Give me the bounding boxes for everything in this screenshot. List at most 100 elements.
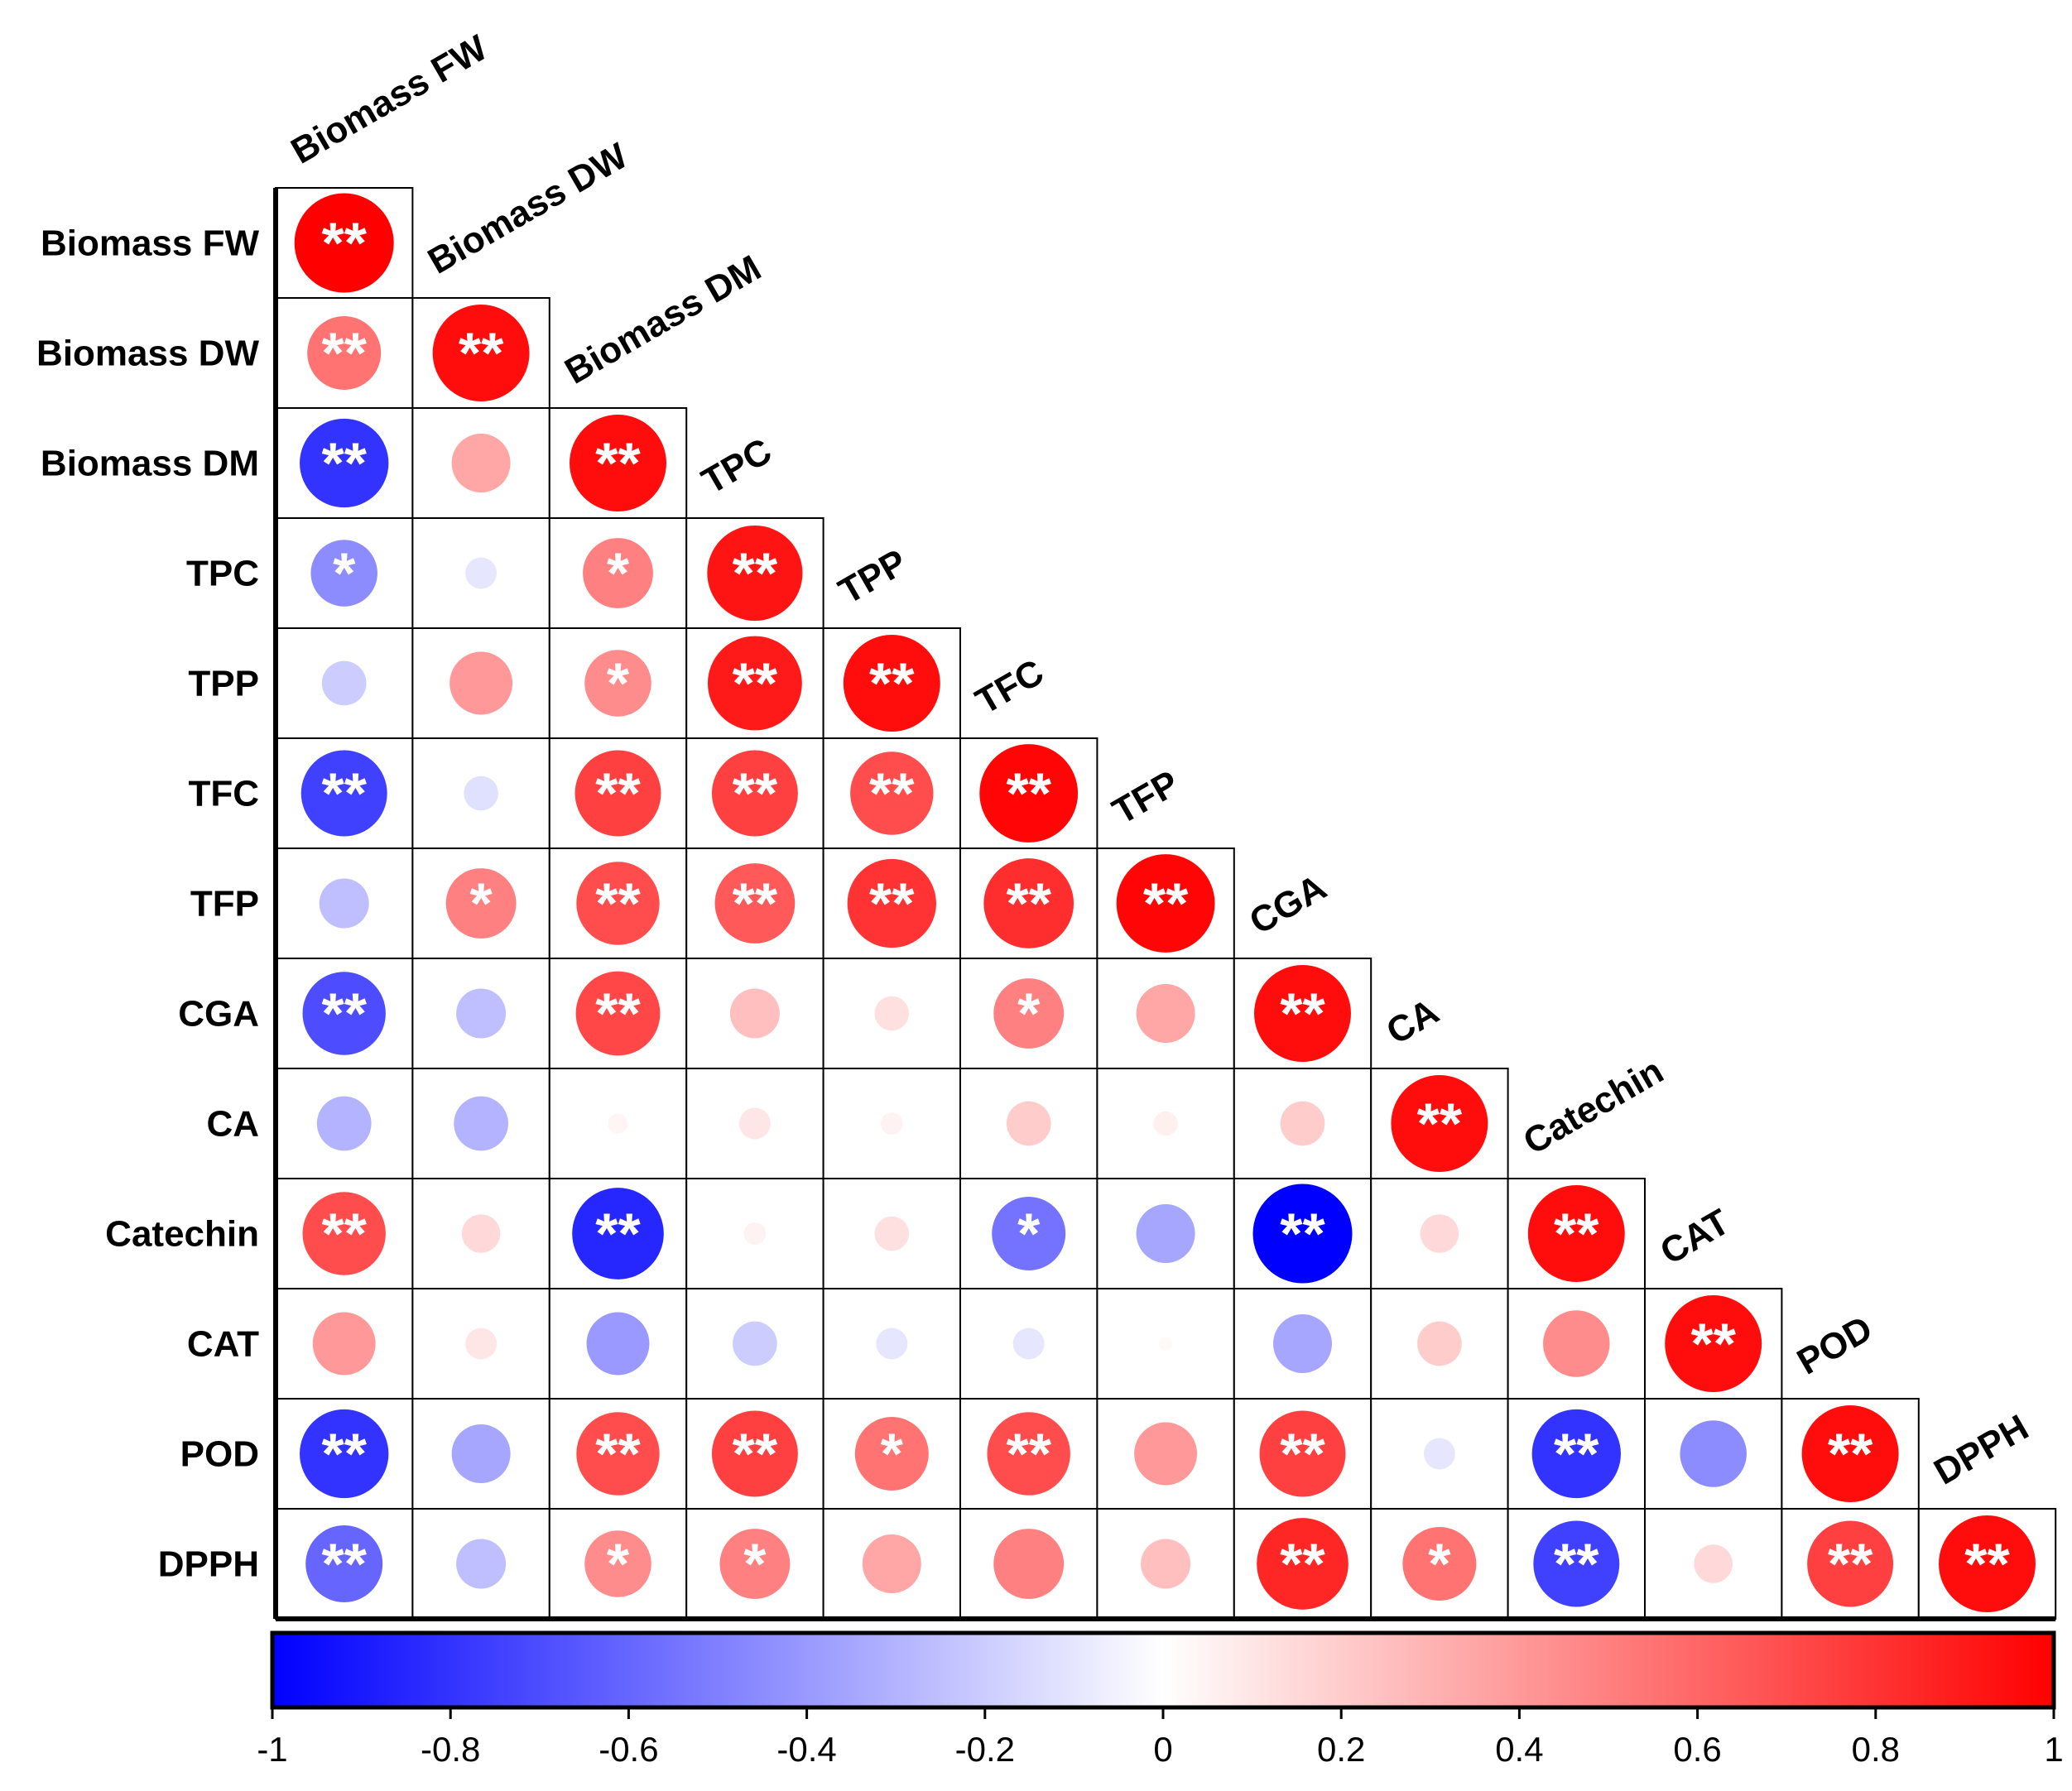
cell-tfc-biomass-dm-circle (574, 750, 661, 837)
cell-cga-biomass-dw-circle (456, 988, 507, 1039)
col-label-tfc: TFC (969, 651, 1051, 722)
cell-ca-tfc-circle (1006, 1101, 1051, 1146)
row-label-cat: CAT (187, 1324, 259, 1365)
cell-cga-tpc-circle (729, 988, 780, 1039)
cell-biomass-dm-biomass-dw-circle (451, 434, 511, 492)
colorbar-tick-label-0: -1 (257, 1730, 287, 1769)
cell-cat-cat-circle (1665, 1295, 1762, 1392)
cell-tpc-tpc-circle (707, 525, 803, 622)
col-label-cga: CGA (1243, 867, 1333, 942)
cell-catechin-cga-circle (1252, 1184, 1353, 1284)
cell-catechin-biomass-dm-circle (572, 1188, 664, 1280)
cell-pod-biomass-fw-circle (300, 1409, 389, 1499)
cell-cat-tfp-circle (1158, 1337, 1173, 1351)
cell-tpp-tpp-significance: ** (869, 651, 915, 716)
cell-ca-biomass-fw-circle (316, 1096, 372, 1151)
cell-tfc-tpc-circle (711, 750, 798, 837)
colorbar-tick-label-5: 0 (1153, 1730, 1172, 1769)
row-label-tpp: TPP (188, 664, 259, 704)
cell-dpph-cga-significance: ** (1280, 1532, 1325, 1597)
cell-pod-tpc-circle (711, 1410, 798, 1497)
cell-tfp-biomass-dm-significance: ** (595, 871, 641, 936)
cell-tpc-tpc-significance: ** (733, 541, 778, 606)
cell-catechin-cga-significance: ** (1280, 1202, 1325, 1266)
col-label-biomass-dm: Biomass DM (558, 247, 767, 391)
cell-tpp-biomass-dw-circle (449, 651, 513, 715)
cell-dpph-tfp-circle (1141, 1539, 1191, 1589)
colorbar-tick-label-4: -0.2 (955, 1730, 1015, 1769)
cell-dpph-catechin-circle (1533, 1520, 1620, 1607)
cell-catechin-ca-circle (1420, 1214, 1459, 1253)
cell-cat-biomass-dm-circle (586, 1312, 650, 1376)
cell-catechin-tfp-circle (1136, 1204, 1195, 1263)
cell-ca-tpp-circle (880, 1112, 903, 1135)
cell-dpph-tpc-significance: * (743, 1532, 767, 1597)
cell-dpph-biomass-dw-circle (456, 1539, 507, 1589)
cell-tfc-biomass-dw-circle (464, 775, 498, 811)
cell-tfc-tfc-circle (979, 744, 1079, 843)
cell-cga-tpp-circle (874, 996, 910, 1031)
colorbar-tick-label-3: -0.4 (776, 1730, 836, 1769)
cell-biomass-dm-biomass-dm-circle (570, 415, 666, 511)
cell-cat-biomass-dw-circle (465, 1328, 498, 1360)
cell-biomass-dw-biomass-dw-significance: ** (459, 321, 504, 386)
colorbar-tick-label-1: -0.8 (421, 1730, 480, 1769)
cell-dpph-biomass-dm-significance: * (607, 1532, 630, 1597)
cell-pod-tpp-circle (854, 1417, 929, 1491)
cell-tfc-biomass-fw-significance: ** (321, 761, 367, 826)
cell-tfp-tfp-significance: ** (1143, 871, 1189, 936)
cell-pod-tfc-circle (987, 1412, 1070, 1496)
cell-ca-tpc-circle (738, 1107, 771, 1140)
cell-ca-cga-circle (1280, 1101, 1325, 1146)
cell-ca-ca-significance: ** (1417, 1092, 1463, 1156)
cell-tfp-tpp-significance: ** (869, 871, 915, 936)
cell-cga-biomass-dm-circle (575, 971, 661, 1056)
cell-biomass-dw-biomass-fw-significance: ** (321, 321, 367, 386)
cell-catechin-biomass-fw-circle (302, 1192, 386, 1275)
cell-tfp-tpc-significance: ** (733, 871, 778, 936)
cell-tpc-biomass-fw-significance: * (333, 541, 356, 606)
cell-pod-biomass-fw-significance: ** (321, 1422, 367, 1486)
row-label-cga: CGA (178, 994, 259, 1035)
cell-pod-pod-significance: ** (1828, 1422, 1873, 1486)
cell-tpp-biomass-fw-circle (321, 660, 367, 706)
cell-tfp-biomass-dw-significance: * (469, 871, 493, 936)
col-label-tpc: TPC (695, 430, 779, 502)
cell-tfp-tpp-circle (847, 858, 936, 948)
cell-catechin-tpp-circle (874, 1216, 910, 1251)
colorbar-tick-label-6: 0.2 (1317, 1730, 1365, 1769)
cell-dpph-ca-circle (1402, 1527, 1477, 1601)
col-label-cat: CAT (1654, 1202, 1737, 1273)
cell-cga-tfc-significance: * (1017, 982, 1041, 1046)
cell-dpph-catechin-significance: ** (1554, 1532, 1599, 1597)
cell-cga-tfp-circle (1136, 984, 1195, 1043)
cell-dpph-pod-circle (1807, 1520, 1894, 1607)
col-label-tfp: TFP (1106, 763, 1185, 833)
cell-tfc-tpc-significance: ** (733, 761, 778, 826)
col-label-catechin: Catechin (1517, 1050, 1670, 1162)
cell-tfc-tfc-significance: ** (1006, 761, 1051, 826)
cell-tfc-tpp-significance: ** (869, 761, 915, 826)
row-label-biomass-dm: Biomass DM (41, 444, 259, 484)
cell-tpp-tpp-circle (843, 635, 940, 732)
cell-tpp-biomass-dm-significance: * (607, 651, 630, 716)
cell-biomass-fw-biomass-fw-significance: ** (321, 211, 367, 276)
cell-tfp-biomass-fw-circle (319, 878, 369, 929)
row-label-pod: POD (180, 1434, 259, 1475)
cell-tfp-tpc-circle (714, 863, 796, 944)
cell-tfc-biomass-fw-circle (300, 750, 387, 837)
row-label-biomass-fw: Biomass FW (41, 223, 260, 264)
cell-cat-tpp-circle (876, 1328, 908, 1360)
cell-dpph-biomass-fw-significance: ** (321, 1532, 367, 1597)
cell-ca-ca-circle (1391, 1075, 1488, 1172)
col-label-dpph: DPPH (1927, 1407, 2035, 1493)
row-label-dpph: DPPH (158, 1544, 259, 1585)
cell-pod-biomass-dm-circle (576, 1412, 660, 1496)
cell-tfp-biomass-dw-circle (445, 868, 517, 939)
matrix-cells: **** **** *** * *** ** **** ** ** ** *** ** ** ** ** **… (275, 187, 2057, 1620)
cell-pod-tfc-significance: ** (1006, 1422, 1051, 1486)
cell-ca-tfp-circle (1153, 1111, 1178, 1136)
cell-catechin-biomass-dw-circle (461, 1214, 501, 1253)
col-label-biomass-fw: Biomass FW (285, 27, 495, 172)
cell-tfc-biomass-dm-significance: ** (595, 761, 641, 826)
